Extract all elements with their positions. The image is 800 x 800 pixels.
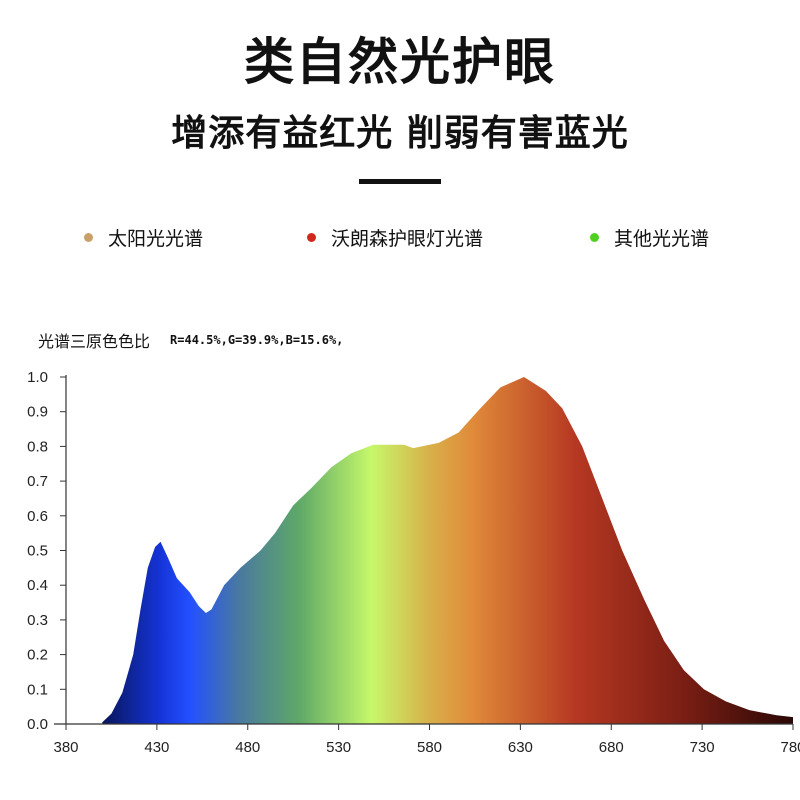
x-tick-label: 580 — [417, 739, 442, 756]
page-subtitle: 增添有益红光 削弱有害蓝光 — [171, 113, 629, 154]
y-tick-label: 0.5 — [27, 543, 48, 560]
y-tick-label: 0.8 — [27, 438, 48, 455]
y-tick-label: 0.4 — [27, 577, 48, 594]
y-tick-label: 1.0 — [27, 369, 48, 386]
x-tick-label: 680 — [599, 739, 624, 756]
ratio-values: R=44.5%,G=39.9%,B=15.6%, — [170, 333, 344, 347]
y-tick-label: 0.3 — [27, 612, 48, 629]
legend-label: 沃朗森护眼灯光谱 — [331, 228, 484, 250]
spectrum-chart: 0.0 0.1 0.2 0.3 0.4 0.5 0.6 0.7 0.8 0.9 1.0 380 430 4… — [27, 369, 800, 756]
y-tick-label: 0.1 — [27, 681, 48, 698]
legend-dot — [84, 233, 93, 242]
y-tick-label: 0.7 — [27, 473, 48, 490]
x-tick-label: 630 — [508, 739, 533, 756]
y-tick-label: 0.6 — [27, 508, 48, 525]
x-tick-label: 480 — [235, 739, 260, 756]
ratio-label: 光谱三原色色比 — [38, 332, 151, 351]
legend-item-other: 其他光光谱 — [590, 224, 709, 251]
x-tick-label: 430 — [144, 739, 169, 756]
x-tick-label: 530 — [326, 739, 351, 756]
y-tick-label: 0.9 — [27, 404, 48, 421]
rgb-ratio: 光谱三原色色比 R=44.5%,G=39.9%,B=15.6%, — [38, 328, 343, 352]
page-title: 类自然光护眼 — [244, 33, 556, 91]
x-tick-label: 730 — [690, 739, 715, 756]
x-tick-label: 780 — [780, 739, 800, 756]
y-tick-label: 0.2 — [27, 647, 48, 664]
legend-item-lamp: 沃朗森护眼灯光谱 — [307, 224, 483, 251]
legend-dot — [307, 233, 316, 242]
divider — [359, 179, 441, 184]
y-tick-label: 0.0 — [27, 716, 48, 733]
legend-label: 太阳光光谱 — [108, 228, 204, 250]
legend-label: 其他光光谱 — [614, 228, 710, 250]
legend-item-sunlight: 太阳光光谱 — [84, 224, 203, 251]
x-tick-label: 380 — [53, 739, 78, 756]
legend-dot — [590, 233, 599, 242]
spectrum-area — [102, 377, 794, 724]
